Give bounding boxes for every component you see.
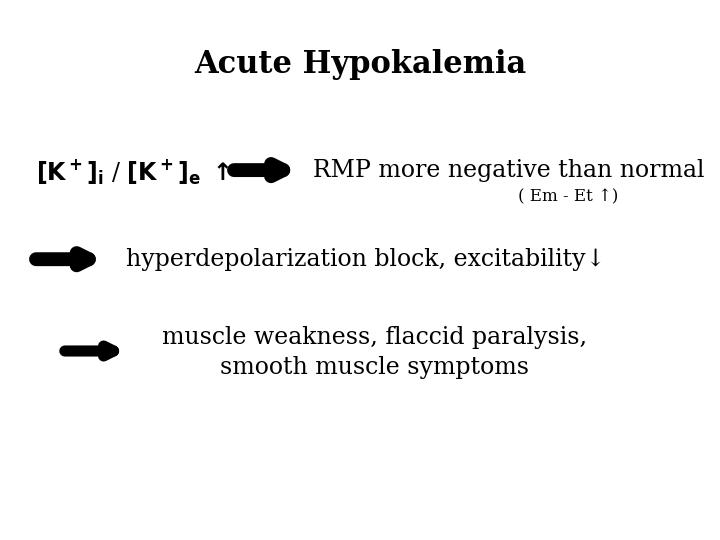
Text: Acute Hypokalemia: Acute Hypokalemia: [194, 49, 526, 80]
Text: ( Em - Et ↑): ( Em - Et ↑): [518, 188, 618, 206]
Text: RMP more negative than normal: RMP more negative than normal: [313, 159, 705, 181]
Text: hyperdepolarization block, excitability↓: hyperdepolarization block, excitability↓: [126, 248, 606, 271]
Text: muscle weakness, flaccid paralysis,: muscle weakness, flaccid paralysis,: [162, 326, 587, 349]
Text: $\mathbf{[K^+]_i}$ / $\mathbf{[K^+]_e}$ $\mathbf{\uparrow}$: $\mathbf{[K^+]_i}$ / $\mathbf{[K^+]_e}$ …: [36, 158, 230, 187]
Text: smooth muscle symptoms: smooth muscle symptoms: [220, 356, 529, 379]
